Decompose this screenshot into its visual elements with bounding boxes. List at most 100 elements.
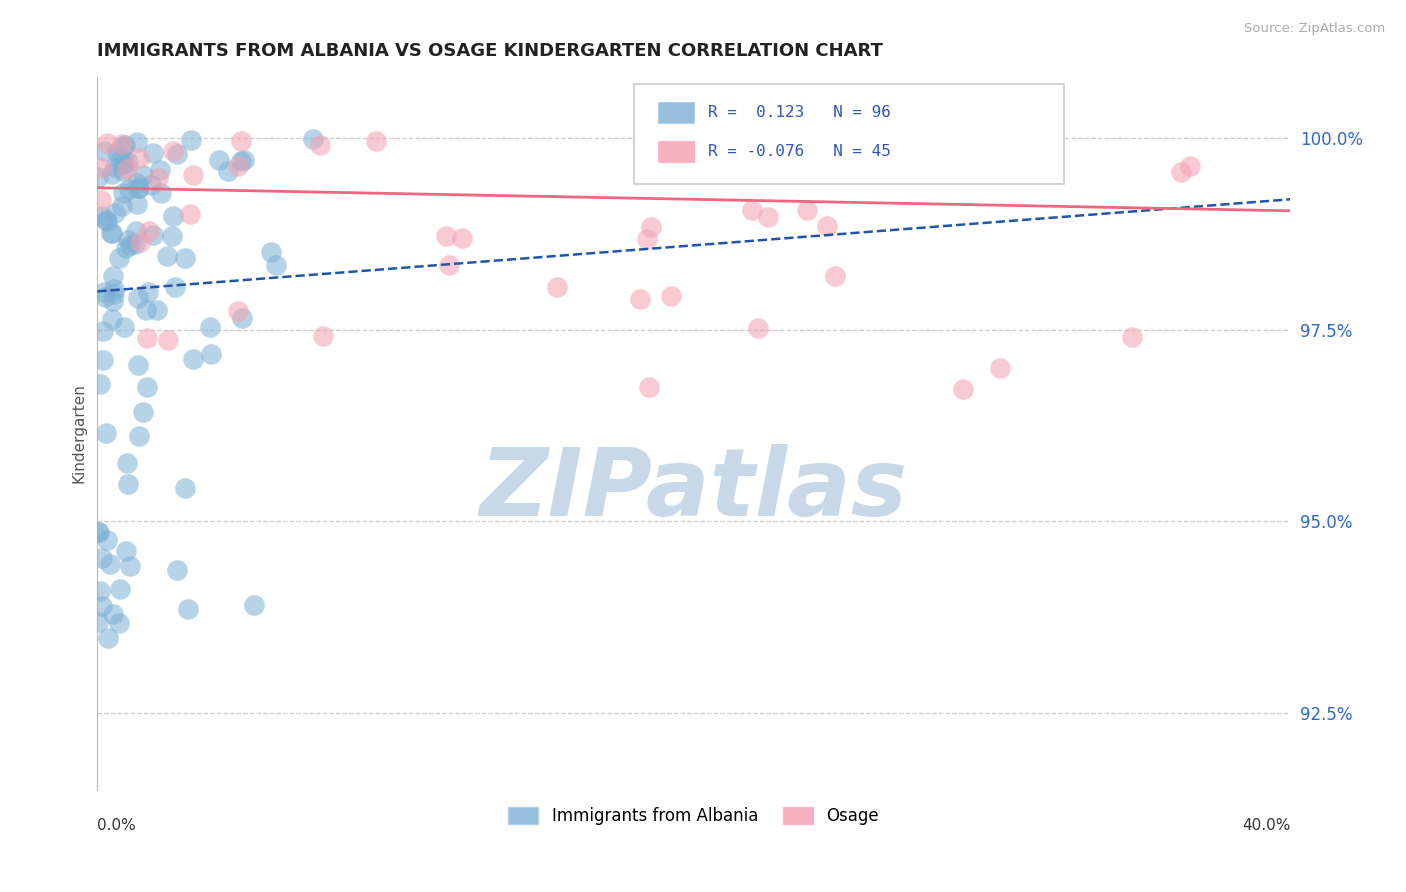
Point: [156, 249, 179, 263]
Point: [128, 181, 150, 195]
Bar: [658, 102, 693, 123]
Point: [100, 226, 122, 240]
Point: [96, 426, 118, 441]
FancyBboxPatch shape: [634, 84, 1063, 184]
Point: [157, 333, 180, 347]
Point: [907, 156, 929, 170]
Point: [111, 136, 134, 151]
Point: [111, 164, 134, 178]
Point: [101, 227, 124, 241]
Point: [104, 160, 127, 174]
Point: [217, 164, 239, 178]
Point: [114, 137, 136, 152]
Point: [166, 563, 188, 577]
Point: [91, 352, 114, 367]
Point: [160, 229, 183, 244]
Point: [264, 258, 287, 272]
Text: R =  0.123   N = 96: R = 0.123 N = 96: [709, 104, 891, 120]
Point: [180, 133, 202, 147]
Point: [226, 159, 249, 173]
Point: [108, 251, 131, 265]
Point: [741, 203, 763, 218]
Point: [628, 292, 651, 306]
Point: [1170, 164, 1192, 178]
Point: [228, 304, 250, 318]
Point: [756, 210, 779, 224]
Point: [434, 228, 457, 243]
Point: [115, 544, 138, 558]
Point: [125, 224, 148, 238]
Point: [87, 525, 110, 540]
Point: [97, 631, 120, 645]
Point: [177, 602, 200, 616]
Point: [117, 154, 139, 169]
Y-axis label: Kindergarten: Kindergarten: [72, 384, 86, 483]
Point: [93, 285, 115, 299]
Point: [163, 280, 186, 294]
Point: [302, 132, 325, 146]
Point: [89, 376, 111, 391]
Point: [131, 169, 153, 183]
Point: [104, 205, 127, 219]
Text: 0.0%: 0.0%: [97, 819, 136, 833]
Point: [952, 382, 974, 396]
Point: [233, 153, 256, 167]
Point: [129, 235, 152, 250]
Point: [824, 269, 846, 284]
Point: [162, 210, 184, 224]
Point: [1022, 161, 1045, 176]
Point: [260, 245, 283, 260]
Point: [659, 289, 682, 303]
Point: [87, 524, 110, 539]
Point: [136, 285, 159, 299]
Point: [89, 584, 111, 599]
Point: [111, 138, 134, 153]
Point: [117, 233, 139, 247]
Point: [640, 219, 662, 234]
Point: [200, 347, 222, 361]
Point: [747, 320, 769, 334]
Point: [101, 167, 124, 181]
Point: [636, 231, 658, 245]
Point: [181, 351, 204, 366]
Point: [127, 176, 149, 190]
Text: Source: ZipAtlas.com: Source: ZipAtlas.com: [1244, 22, 1385, 36]
Point: [243, 598, 266, 612]
Point: [90, 161, 112, 175]
Point: [988, 361, 1011, 376]
Point: [90, 194, 112, 208]
Point: [108, 582, 131, 596]
Point: [96, 533, 118, 548]
Point: [91, 551, 114, 566]
Point: [146, 302, 169, 317]
Point: [111, 199, 134, 213]
Point: [120, 559, 142, 574]
Point: [162, 144, 184, 158]
Point: [108, 153, 131, 167]
Point: [124, 236, 146, 251]
Text: R = -0.076   N = 45: R = -0.076 N = 45: [709, 144, 891, 159]
Point: [101, 293, 124, 308]
Point: [311, 329, 333, 343]
Point: [112, 320, 135, 334]
Point: [91, 210, 114, 224]
Point: [127, 180, 149, 194]
Point: [450, 231, 472, 245]
Point: [309, 137, 332, 152]
Point: [117, 476, 139, 491]
Point: [1178, 159, 1201, 173]
Point: [127, 291, 149, 305]
Point: [179, 207, 201, 221]
Point: [103, 269, 125, 284]
Point: [120, 238, 142, 252]
Point: [86, 170, 108, 185]
Text: ZIPatlas: ZIPatlas: [479, 444, 908, 536]
Point: [112, 157, 135, 171]
Point: [139, 178, 162, 193]
Point: [96, 214, 118, 228]
Point: [94, 212, 117, 227]
Point: [149, 162, 172, 177]
Point: [117, 181, 139, 195]
Point: [638, 380, 661, 394]
Point: [366, 134, 388, 148]
